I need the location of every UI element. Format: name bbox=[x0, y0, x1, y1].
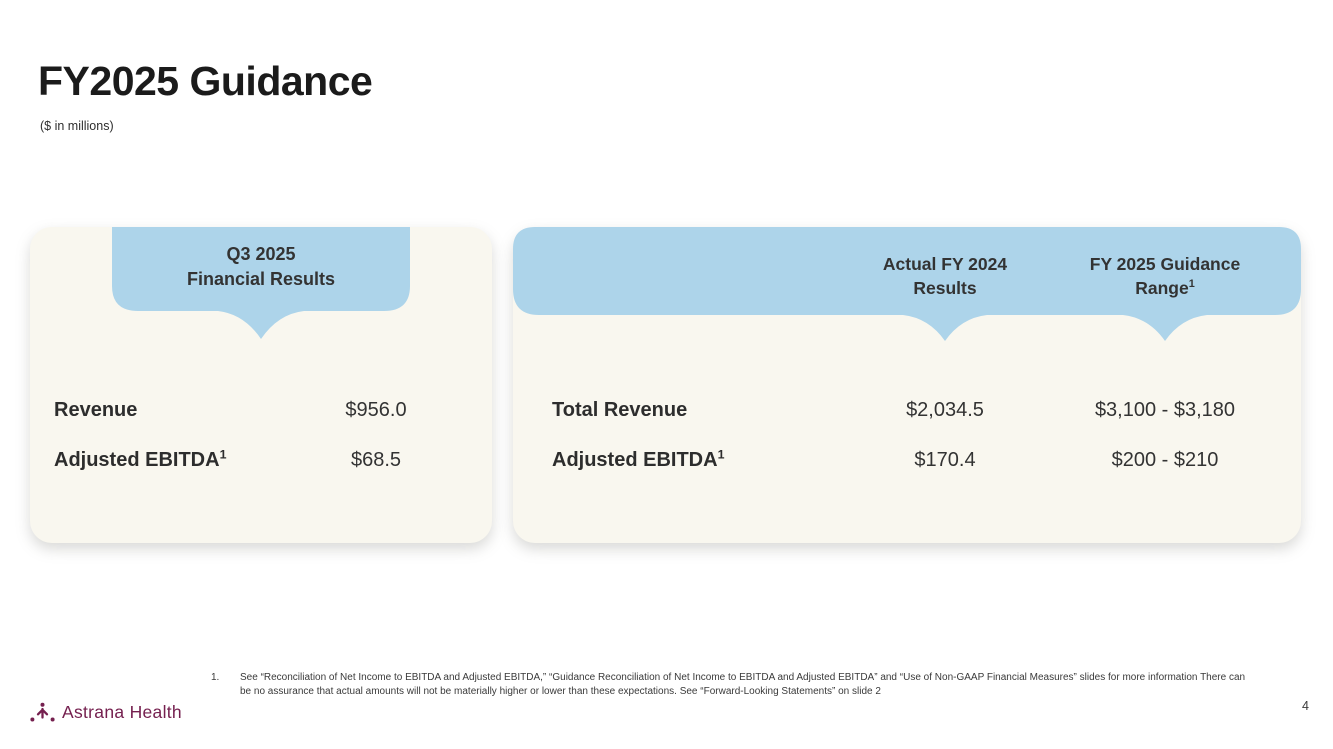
row-value-revenue: $956.0 bbox=[345, 399, 407, 421]
row-label-revenue: Revenue bbox=[54, 399, 138, 421]
column-header-actual-fy2024: Actual FY 2024 Results bbox=[882, 254, 1008, 298]
page-title: FY2025 Guidance bbox=[38, 58, 373, 104]
q3-results-card: Q3 2025 Financial Results Revenue $956.0… bbox=[30, 227, 492, 543]
footnote-line2: be no assurance that actual amounts will… bbox=[240, 686, 881, 697]
footnote-number: 1. bbox=[211, 672, 220, 683]
row-value-adjusted-ebitda: $68.5 bbox=[350, 449, 402, 471]
footnote: 1. See “Reconciliation of Net Income to … bbox=[211, 671, 1245, 699]
units-note: ($ in millions) bbox=[40, 119, 114, 133]
q3-banner-line1: Q3 2025 bbox=[226, 244, 296, 264]
adjusted-ebitda-actual-value: $170.4 bbox=[914, 449, 976, 471]
q3-banner-title: Q3 2025 Financial Results bbox=[112, 242, 410, 292]
astrana-sparkle-icon bbox=[30, 702, 55, 722]
footnote-ref: 1 bbox=[717, 447, 725, 462]
ribbon-banner-shape bbox=[112, 227, 410, 339]
q3-banner-line2: Financial Results bbox=[186, 269, 336, 289]
company-logo: Astrana Health bbox=[30, 702, 182, 723]
adjusted-ebitda-guidance-value: $200 - $210 bbox=[1111, 449, 1219, 471]
guidance-card: Actual FY 2024 Results FY 2025 Guidance … bbox=[513, 227, 1301, 543]
total-revenue-guidance-value: $3,100 - $3,180 bbox=[1094, 399, 1236, 421]
total-revenue-actual-value: $2,034.5 bbox=[906, 399, 984, 421]
row-label-adjusted-ebitda: Adjusted EBITDA1 bbox=[552, 447, 725, 471]
footnote-line1: See “Reconciliation of Net Income to EBI… bbox=[240, 672, 1246, 683]
footnote-ref: 1 bbox=[1188, 278, 1195, 291]
row-label-adjusted-ebitda: Adjusted EBITDA1 bbox=[54, 447, 227, 471]
column-header-fy2025-guidance: FY 2025 Guidance Range1 bbox=[1089, 254, 1241, 298]
ribbon-banner-shape bbox=[513, 227, 1301, 341]
row-label-total-revenue: Total Revenue bbox=[552, 399, 688, 421]
footnote-ref: 1 bbox=[219, 447, 227, 462]
footnote-text: See “Reconciliation of Net Income to EBI… bbox=[240, 671, 1245, 699]
company-logo-text: Astrana Health bbox=[62, 702, 182, 722]
page-number: 4 bbox=[1302, 699, 1309, 713]
